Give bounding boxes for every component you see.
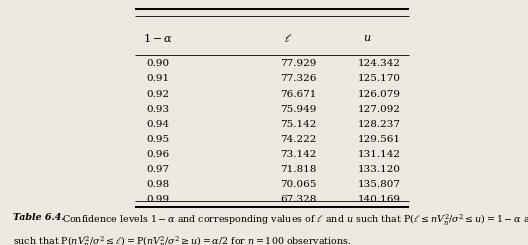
Text: 125.170: 125.170 <box>359 74 401 84</box>
Text: 67.328: 67.328 <box>280 195 317 204</box>
Text: 0.91: 0.91 <box>147 74 170 84</box>
Text: 70.065: 70.065 <box>280 180 317 189</box>
Text: Table 6.4.: Table 6.4. <box>13 213 65 222</box>
Text: 0.98: 0.98 <box>147 180 170 189</box>
Text: 128.237: 128.237 <box>359 120 401 129</box>
Text: 131.142: 131.142 <box>359 150 401 159</box>
Text: 126.079: 126.079 <box>359 89 401 98</box>
Text: 127.092: 127.092 <box>359 105 401 114</box>
Text: 73.142: 73.142 <box>280 150 317 159</box>
Text: 129.561: 129.561 <box>359 135 401 144</box>
Text: 76.671: 76.671 <box>280 89 317 98</box>
Text: 135.807: 135.807 <box>359 180 401 189</box>
Text: 0.95: 0.95 <box>147 135 170 144</box>
Text: 0.99: 0.99 <box>147 195 170 204</box>
Text: $\ell$: $\ell$ <box>284 32 292 44</box>
Text: 124.342: 124.342 <box>359 59 401 68</box>
Text: 74.222: 74.222 <box>280 135 317 144</box>
Text: 0.92: 0.92 <box>147 89 170 98</box>
Text: 0.93: 0.93 <box>147 105 170 114</box>
Text: 140.169: 140.169 <box>359 195 401 204</box>
Text: 71.818: 71.818 <box>280 165 317 174</box>
Text: 0.96: 0.96 <box>147 150 170 159</box>
Text: such that $\mathrm{P}(nV_n^2/\sigma^2 \leq \ell) = \mathrm{P}(nV_n^2/\sigma^2 \g: such that $\mathrm{P}(nV_n^2/\sigma^2 \l… <box>13 235 352 245</box>
Text: 77.929: 77.929 <box>280 59 317 68</box>
Text: $1-\alpha$: $1-\alpha$ <box>144 32 173 44</box>
Text: 77.326: 77.326 <box>280 74 317 84</box>
Text: Confidence levels $1-\alpha$ and corresponding values of $\ell$ and $u$ such tha: Confidence levels $1-\alpha$ and corresp… <box>62 213 528 228</box>
Text: 75.949: 75.949 <box>280 105 317 114</box>
Text: 75.142: 75.142 <box>280 120 317 129</box>
Text: 0.90: 0.90 <box>147 59 170 68</box>
Text: 0.94: 0.94 <box>147 120 170 129</box>
Text: 0.97: 0.97 <box>147 165 170 174</box>
Text: $u$: $u$ <box>363 33 371 43</box>
Text: 133.120: 133.120 <box>359 165 401 174</box>
